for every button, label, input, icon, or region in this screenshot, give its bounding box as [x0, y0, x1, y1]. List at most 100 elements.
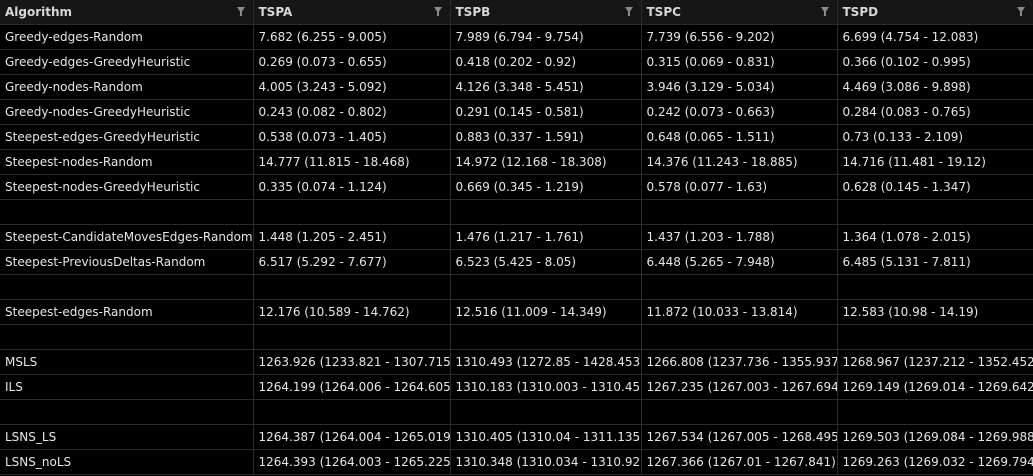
tspc-cell: 0.315 (0.069 - 0.831) [641, 49, 838, 75]
filter-icon[interactable] [624, 7, 633, 16]
filter-icon[interactable] [433, 7, 442, 16]
tspa-cell: 4.005 (3.243 - 5.092) [253, 74, 451, 100]
table-row: Greedy-edges-Random 7.682 (6.255 - 9.005… [0, 24, 1033, 50]
table-row: LSNS_LS 1264.387 (1264.004 - 1265.019) 1… [0, 424, 1033, 450]
tspd-cell: 4.469 (3.086 - 9.898) [837, 74, 1033, 100]
algorithm-cell: Greedy-nodes-Random [0, 74, 254, 100]
tspb-cell [450, 399, 642, 425]
tspb-cell [450, 324, 642, 350]
algorithm-cell: MSLS [0, 349, 254, 375]
tspb-cell: 12.516 (11.009 - 14.349) [450, 299, 642, 325]
tspb-cell [450, 274, 642, 300]
tspc-cell: 6.448 (5.265 - 7.948) [641, 249, 838, 275]
tspb-cell: 0.418 (0.202 - 0.92) [450, 49, 642, 75]
tspa-cell [253, 399, 451, 425]
column-header-tspc[interactable]: TSPC [641, 0, 838, 25]
table-row: Steepest-edges-Random 12.176 (10.589 - 1… [0, 299, 1033, 325]
column-header-tspa[interactable]: TSPA [253, 0, 451, 25]
tspb-cell: 1310.405 (1310.04 - 1311.135) [450, 424, 642, 450]
algorithm-cell: Greedy-nodes-GreedyHeuristic [0, 99, 254, 125]
tspd-cell: 0.628 (0.145 - 1.347) [837, 174, 1033, 200]
tspa-cell: 6.517 (5.292 - 7.677) [253, 249, 451, 275]
tspd-cell: 1269.149 (1269.014 - 1269.642) [837, 374, 1033, 400]
algorithm-cell: LSNS_noLS [0, 449, 254, 475]
tspd-cell: 0.73 (0.133 - 2.109) [837, 124, 1033, 150]
table-row-empty [0, 274, 1033, 300]
tspa-cell [253, 274, 451, 300]
tspc-cell: 1267.235 (1267.003 - 1267.694) [641, 374, 838, 400]
tspc-cell [641, 324, 838, 350]
filter-icon[interactable] [1017, 7, 1025, 16]
algorithm-cell: Steepest-nodes-Random [0, 149, 254, 175]
column-header-label: TSPB [455, 5, 491, 19]
tspd-cell: 1268.967 (1237.212 - 1352.452) [837, 349, 1033, 375]
table-row: Greedy-nodes-GreedyHeuristic 0.243 (0.08… [0, 99, 1033, 125]
tspd-cell [837, 199, 1033, 225]
tspb-cell: 0.883 (0.337 - 1.591) [450, 124, 642, 150]
tspc-cell: 1267.534 (1267.005 - 1268.495) [641, 424, 838, 450]
algorithm-cell: Steepest-nodes-GreedyHeuristic [0, 174, 254, 200]
column-header-algorithm[interactable]: Algorithm [0, 0, 254, 25]
tspb-cell: 1310.493 (1272.85 - 1428.453) [450, 349, 642, 375]
column-header-tspd[interactable]: TSPD [837, 0, 1033, 25]
tspa-cell: 14.777 (11.815 - 18.468) [253, 149, 451, 175]
table-row: Steepest-nodes-Random 14.777 (11.815 - 1… [0, 149, 1033, 175]
table-row: Steepest-edges-GreedyHeuristic 0.538 (0.… [0, 124, 1033, 150]
filter-icon[interactable] [820, 7, 829, 16]
tspb-cell: 1.476 (1.217 - 1.761) [450, 224, 642, 250]
algorithm-cell [0, 324, 254, 350]
tspd-cell: 6.485 (5.131 - 7.811) [837, 249, 1033, 275]
tspa-cell [253, 324, 451, 350]
tspb-cell: 14.972 (12.168 - 18.308) [450, 149, 642, 175]
tspd-cell: 0.284 (0.083 - 0.765) [837, 99, 1033, 125]
tspb-cell: 1310.183 (1310.003 - 1310.458) [450, 374, 642, 400]
algorithm-cell [0, 199, 254, 225]
tspc-cell: 1267.366 (1267.01 - 1267.841) [641, 449, 838, 475]
tspa-cell: 1264.393 (1264.003 - 1265.225) [253, 449, 451, 475]
tspd-cell: 1269.263 (1269.032 - 1269.794) [837, 449, 1033, 475]
tspc-cell: 0.242 (0.073 - 0.663) [641, 99, 838, 125]
algorithm-cell [0, 274, 254, 300]
algorithm-cell: Steepest-edges-Random [0, 299, 254, 325]
column-header-label: TSPC [646, 5, 681, 19]
column-header-label: TSPD [842, 5, 879, 19]
tspc-cell: 3.946 (3.129 - 5.034) [641, 74, 838, 100]
tspc-cell [641, 199, 838, 225]
tspd-cell [837, 274, 1033, 300]
tspc-cell: 11.872 (10.033 - 13.814) [641, 299, 838, 325]
column-header-label: Algorithm [5, 5, 73, 19]
tspa-cell: 0.243 (0.082 - 0.802) [253, 99, 451, 125]
tspc-cell [641, 399, 838, 425]
table-row-empty [0, 199, 1033, 225]
tspa-cell: 7.682 (6.255 - 9.005) [253, 24, 451, 50]
tspb-cell: 7.989 (6.794 - 9.754) [450, 24, 642, 50]
table-row: LSNS_noLS 1264.393 (1264.003 - 1265.225)… [0, 449, 1033, 475]
tspd-cell: 0.366 (0.102 - 0.995) [837, 49, 1033, 75]
tspa-cell: 1.448 (1.205 - 2.451) [253, 224, 451, 250]
tspb-cell: 4.126 (3.348 - 5.451) [450, 74, 642, 100]
tspa-cell: 0.335 (0.074 - 1.124) [253, 174, 451, 200]
algorithm-cell: LSNS_LS [0, 424, 254, 450]
tspc-cell: 14.376 (11.243 - 18.885) [641, 149, 838, 175]
table-row-empty [0, 324, 1033, 350]
tspb-cell [450, 199, 642, 225]
tspa-cell: 1264.199 (1264.006 - 1264.605) [253, 374, 451, 400]
tspd-cell [837, 324, 1033, 350]
table-row-empty [0, 399, 1033, 425]
tspa-cell: 0.538 (0.073 - 1.405) [253, 124, 451, 150]
tspd-cell: 12.583 (10.98 - 14.19) [837, 299, 1033, 325]
tspa-cell: 12.176 (10.589 - 14.762) [253, 299, 451, 325]
tspa-cell [253, 199, 451, 225]
tspc-cell: 7.739 (6.556 - 9.202) [641, 24, 838, 50]
algorithm-cell: Steepest-CandidateMovesEdges-Random [0, 224, 254, 250]
tspd-cell [837, 399, 1033, 425]
filter-icon[interactable] [236, 7, 245, 16]
tspd-cell: 1.364 (1.078 - 2.015) [837, 224, 1033, 250]
tspa-cell: 1263.926 (1233.821 - 1307.715) [253, 349, 451, 375]
table-row: Greedy-edges-GreedyHeuristic 0.269 (0.07… [0, 49, 1033, 75]
algorithm-cell: ILS [0, 374, 254, 400]
tspb-cell: 6.523 (5.425 - 8.05) [450, 249, 642, 275]
column-header-tspb[interactable]: TSPB [450, 0, 642, 25]
tspd-cell: 1269.503 (1269.084 - 1269.988) [837, 424, 1033, 450]
